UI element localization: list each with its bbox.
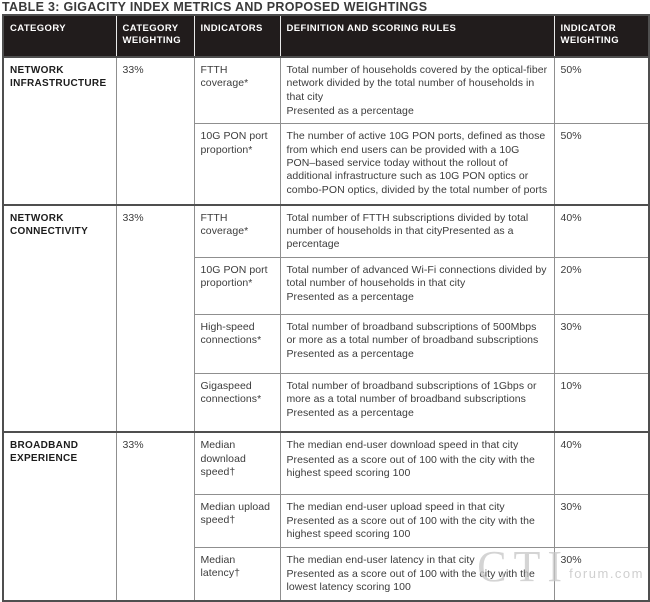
indicator-cell: 10G PON port proportion* [193, 123, 281, 206]
definition-paragraph: Presented as a percentage [286, 104, 414, 117]
definition-paragraph: Presented as a score out of 100 with the… [286, 453, 535, 479]
header-indicator-weighting: INDICATOR WEIGHTING [553, 15, 649, 58]
table-header-row: CATEGORY CATEGORY WEIGHTING INDICATORS D… [3, 15, 649, 58]
table-row: Median upload speed† The median end-user … [3, 493, 650, 548]
indicator-weighting-cell: 40% [553, 431, 650, 495]
table-row: NETWORK INFRASTRUCTURE 33% FTTH coverage* T… [2, 56, 650, 206]
definition-paragraph: Presented as a score out of 100 with the… [286, 515, 535, 541]
definition-cell: The number of active 10G PON ports, defi… [279, 123, 555, 206]
table-row: NETWORK CONNECTIVITY 33% FTTH coverage* Tot… [2, 203, 650, 433]
definition-cell: Total number of advanced Wi-Fi connectio… [279, 256, 555, 315]
definition-paragraph: Presented as a percentage [286, 291, 414, 304]
indicator-cell: Median download speed† [193, 431, 281, 495]
definition-paragraph: Presented as a score out of 100 with the… [286, 568, 535, 594]
indicator-cell: Median upload speed† [193, 493, 281, 548]
definition-cell: Total number of broadband subscriptions … [279, 372, 555, 433]
category-cell: NETWORK CONNECTIVITY [2, 203, 117, 433]
indicator-weighting-cell: 30% [553, 313, 650, 374]
definition-paragraph: Total number of households covered by th… [286, 64, 548, 103]
category-cell: BROADBAND EXPERIENCE [2, 431, 117, 602]
indicator-weighting-cell: 10% [553, 372, 650, 433]
table-row: 10G PON port proportion* Total number of … [3, 256, 650, 315]
definition-paragraph: The median end-user upload speed in that… [286, 500, 505, 513]
header-category-weighting: CATEGORY WEIGHTING [115, 15, 194, 58]
category-cell: NETWORK INFRASTRUCTURE [2, 56, 117, 206]
category-weighting-cell: 33% [115, 203, 195, 433]
definition-cell: Total number of households covered by th… [279, 56, 555, 125]
table-row: Gigaspeed connections* Total number of br… [3, 372, 650, 433]
definition-cell: The median end-user upload speed in that… [279, 493, 555, 548]
definition-cell: The median end-user latency in that city… [279, 546, 555, 602]
header-indicators: INDICATORS [193, 15, 280, 58]
definition-cell: Total number of FTTH subscriptions divid… [279, 203, 555, 258]
indicator-weighting-cell: 30% [553, 546, 650, 602]
definition-paragraph: The median end-user latency in that city [286, 553, 475, 566]
definition-cell: The median end-user download speed in th… [279, 431, 555, 495]
indicator-cell: FTTH coverage* [193, 203, 281, 258]
indicator-cell: FTTH coverage* [193, 56, 281, 125]
indicator-weighting-cell: 50% [553, 56, 650, 125]
definition-paragraph: Total number of broadband subscriptions … [286, 379, 537, 406]
definition-paragraph: Presented as a percentage [286, 348, 414, 361]
header-category: CATEGORY [3, 15, 116, 58]
definition-paragraph: The median end-user download speed in th… [286, 439, 519, 452]
header-definition: DEFINITION AND SCORING RULES [279, 15, 554, 58]
indicator-weighting-cell: 40% [553, 203, 650, 258]
definition-paragraph: Total number of advanced Wi-Fi connectio… [286, 263, 547, 290]
indicator-cell: Median latency† [193, 546, 281, 602]
indicator-cell: High-speed connections* [193, 313, 281, 374]
gigacity-metrics-table: CATEGORY CATEGORY WEIGHTING INDICATORS D… [2, 14, 650, 602]
table-row: BROADBAND EXPERIENCE 33% Median download s… [2, 431, 650, 602]
category-weighting-cell: 33% [115, 56, 195, 206]
definition-paragraph: The number of active 10G PON ports, defi… [286, 130, 548, 196]
table-title: TABLE 3: GIGACITY INDEX METRICS AND PROP… [2, 0, 428, 14]
definition-paragraph: Presented as a percentage [286, 407, 414, 420]
table-row: High-speed connections* Total number of b… [3, 313, 650, 374]
indicator-cell: 10G PON port proportion* [193, 256, 281, 315]
indicator-weighting-cell: 30% [553, 493, 650, 548]
definition-paragraph: Total number of broadband subscriptions … [286, 320, 539, 347]
category-weighting-cell: 33% [115, 431, 195, 602]
indicator-cell: Gigaspeed connections* [193, 372, 281, 433]
definition-cell: Total number of broadband subscriptions … [279, 313, 555, 374]
indicator-weighting-cell: 20% [553, 256, 650, 315]
indicator-weighting-cell: 50% [553, 123, 650, 206]
definition-paragraph: Total number of FTTH subscriptions divid… [286, 211, 529, 251]
table-row: 10G PON port proportion* The number of ac… [3, 123, 650, 206]
